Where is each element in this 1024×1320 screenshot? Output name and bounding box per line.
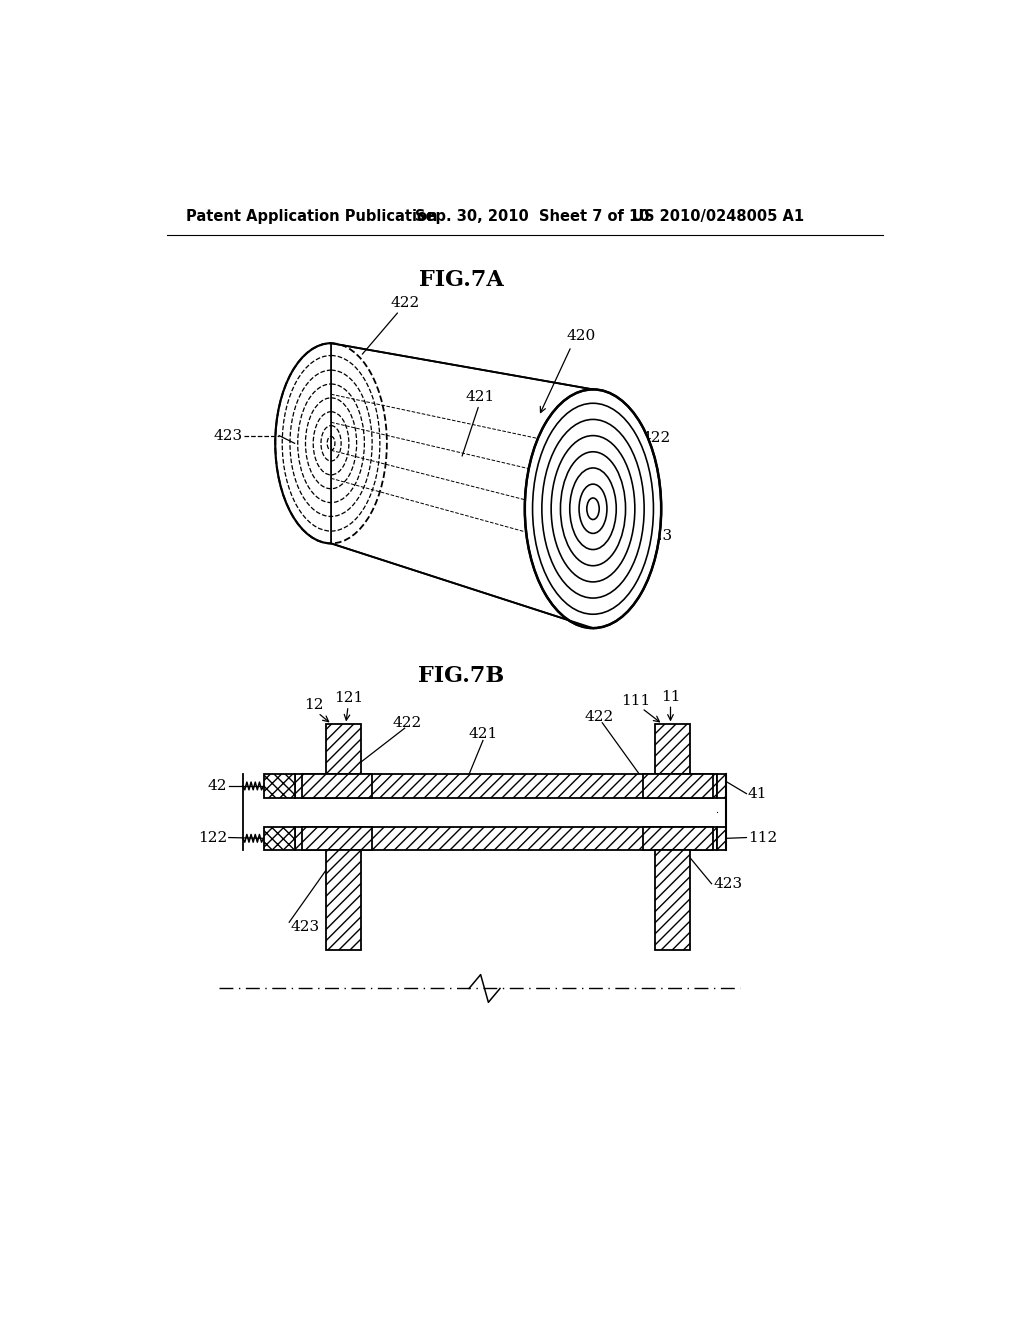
Bar [302, 775, 372, 797]
Text: 41: 41 [748, 787, 768, 801]
Text: 421: 421 [468, 727, 498, 742]
Text: FIG.7A: FIG.7A [419, 269, 504, 292]
Bar [295, 797, 717, 826]
Text: 423: 423 [713, 876, 742, 891]
Text: 423: 423 [643, 529, 673, 543]
Text: 12: 12 [304, 698, 324, 711]
Bar [263, 826, 295, 850]
Bar [326, 850, 360, 950]
Polygon shape [331, 343, 593, 628]
Bar [295, 826, 717, 850]
Bar [643, 826, 713, 850]
Bar [655, 850, 690, 950]
Text: 420: 420 [566, 329, 596, 342]
Text: US 2010/0248005 A1: US 2010/0248005 A1 [632, 209, 804, 223]
Bar [302, 826, 372, 850]
Text: 423: 423 [214, 429, 243, 442]
Text: 422: 422 [392, 715, 422, 730]
Bar [263, 775, 295, 797]
Bar [717, 826, 726, 850]
Text: 422: 422 [391, 296, 420, 310]
Text: 423: 423 [291, 920, 319, 933]
Bar [326, 725, 360, 775]
Text: 421: 421 [466, 391, 496, 404]
Text: Patent Application Publication: Patent Application Publication [186, 209, 437, 223]
Bar [295, 775, 717, 797]
Text: 422: 422 [585, 710, 613, 723]
Text: 112: 112 [748, 830, 777, 845]
Text: 111: 111 [621, 694, 650, 709]
Text: 42: 42 [208, 779, 227, 793]
Text: 422: 422 [642, 430, 671, 445]
Text: 121: 121 [334, 692, 364, 705]
Bar [643, 775, 713, 797]
Bar [655, 725, 690, 775]
Text: FIG.7B: FIG.7B [418, 665, 505, 686]
Bar [717, 775, 726, 797]
Text: 11: 11 [660, 690, 680, 705]
Text: Sep. 30, 2010  Sheet 7 of 10: Sep. 30, 2010 Sheet 7 of 10 [415, 209, 649, 223]
Text: 122: 122 [198, 830, 227, 845]
Ellipse shape [524, 389, 662, 628]
